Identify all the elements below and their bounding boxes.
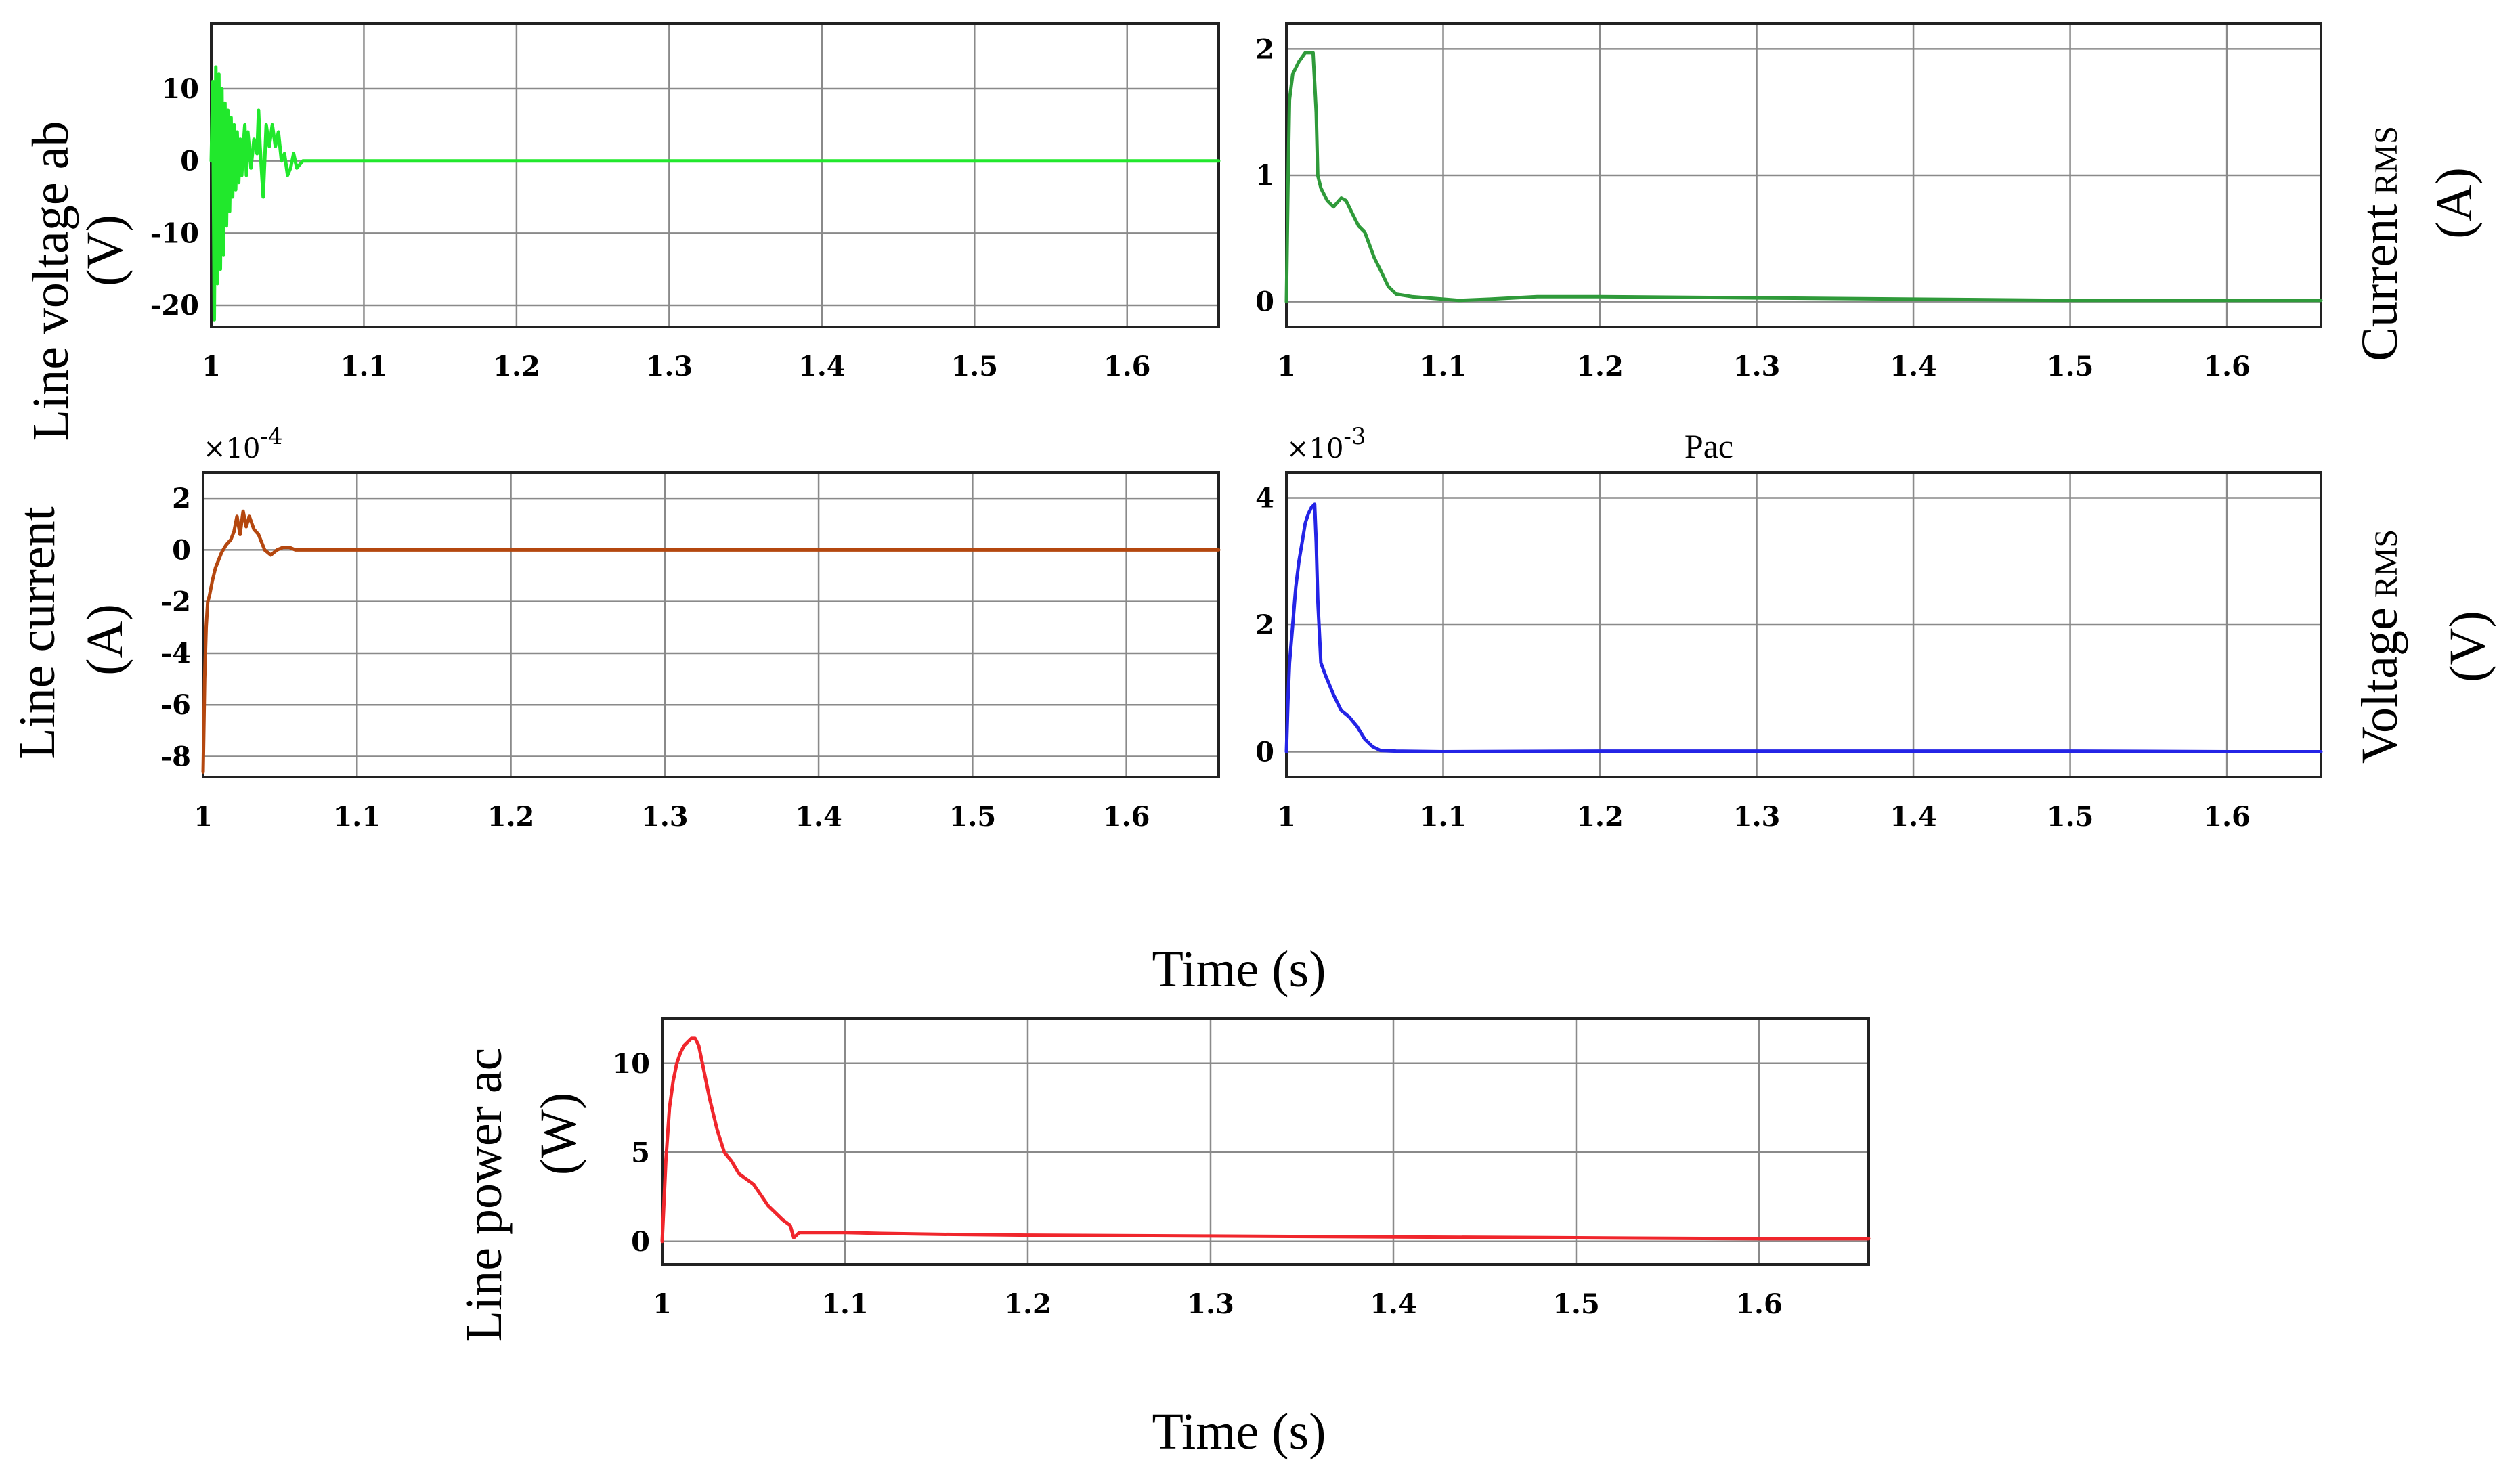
- y-tick-label: 0: [1255, 736, 1274, 768]
- shared-x-axis-label: Time (s): [1152, 941, 1326, 998]
- y-axis-label: VoltageRMS: [2351, 529, 2408, 764]
- x-tick-label: 1: [202, 351, 221, 382]
- x-tick-label: 1.1: [821, 1288, 869, 1320]
- y-exponent-label: ×10-4: [203, 423, 283, 464]
- x-tick-label: 1.2: [487, 801, 535, 833]
- x-tick-label: 1.3: [1733, 351, 1781, 382]
- y-axis-label-subscript: RMS: [2368, 529, 2404, 598]
- x-tick-label: 1.3: [641, 801, 689, 833]
- y-axis-label: Line voltage ab: [22, 121, 79, 441]
- x-tick-label: 1.3: [1187, 1288, 1234, 1320]
- x-tick-label: 1.4: [795, 801, 842, 833]
- x-tick-label: 1.5: [949, 801, 997, 833]
- y-axis-label-subscript: RMS: [2368, 126, 2404, 194]
- y-tick-label: 1: [1255, 160, 1274, 192]
- y-axis-unit: (A): [2426, 167, 2483, 239]
- plot-border: [1285, 471, 2322, 778]
- plot-border: [210, 22, 1220, 328]
- x-tick-label: 1: [1277, 801, 1296, 833]
- y-axis-label: Line power ac: [456, 1048, 513, 1342]
- plot-area: [210, 22, 1220, 328]
- x-tick-label: 1.2: [1576, 351, 1624, 382]
- y-axis-unit: (W): [530, 1093, 587, 1175]
- x-tick-label: 1.4: [1890, 351, 1937, 382]
- x-tick-label: 1.5: [951, 351, 998, 382]
- panel-line-current: 1 1.1 1.2 1.3 1.4 1.5 1.6 -8 -6 -4 -2 0 2 ×10-4 Line c…: [9, 423, 1221, 833]
- x-tick-label: 1.2: [493, 351, 540, 382]
- y-exponent-power: -4: [260, 423, 282, 450]
- x-tick-label: 1.6: [1735, 1288, 1783, 1320]
- plot-area: [202, 471, 1220, 778]
- y-tick-label: 0: [180, 146, 199, 177]
- x-tick-label: 1: [194, 801, 213, 833]
- y-tick-label: 5: [631, 1137, 650, 1168]
- x-tick-label: 1.3: [646, 351, 693, 382]
- y-tick-label: 0: [172, 534, 191, 566]
- y-axis-unit: (V): [2439, 611, 2496, 682]
- y-tick-label: -10: [150, 217, 199, 249]
- x-tick-label: 1.4: [1890, 801, 1937, 833]
- y-exponent-label: ×10-3: [1286, 423, 1366, 464]
- y-tick-label: 10: [612, 1048, 650, 1080]
- series-line: [1284, 502, 2323, 753]
- y-tick-label: -6: [161, 689, 191, 721]
- plot-area: [661, 1017, 1870, 1266]
- x-axis-label: Time (s): [1152, 1403, 1326, 1460]
- plot-border: [1285, 22, 2322, 328]
- series-line: [660, 1036, 1871, 1244]
- x-tick-label: 1.1: [1420, 801, 1467, 833]
- y-axis-unit: (V): [77, 215, 133, 286]
- x-tick-label: 1.6: [2203, 351, 2251, 382]
- y-tick-label: -20: [150, 290, 199, 322]
- x-tick-label: 1.5: [1552, 1288, 1600, 1320]
- y-tick-label: 4: [1255, 483, 1274, 514]
- x-tick-label: 1.6: [1104, 351, 1151, 382]
- plot-border: [661, 1017, 1870, 1266]
- panel-current-rms: 1 1.1 1.2 1.3 1.4 1.5 1.6 0 1 2 CurrentRMS (A): [1255, 22, 2483, 382]
- panel-voltage-rms: 1 1.1 1.2 1.3 1.4 1.5 1.6 0 2 4 ×10-3 Pac VoltageRMS…: [1255, 423, 2496, 833]
- y-tick-label: -2: [161, 586, 191, 618]
- x-tick-label: 1.2: [1576, 801, 1624, 833]
- x-tick-label: 1.6: [1103, 801, 1150, 833]
- y-tick-label: -8: [161, 741, 191, 772]
- y-tick-label: 10: [161, 73, 199, 105]
- y-exponent-power: -3: [1343, 423, 1366, 450]
- x-tick-label: 1: [653, 1288, 672, 1320]
- y-axis-label: Line current: [9, 506, 66, 759]
- y-tick-label: 2: [1255, 33, 1274, 65]
- x-tick-label: 1: [1277, 351, 1296, 382]
- x-tick-label: 1.4: [1370, 1288, 1417, 1320]
- x-tick-label: 1.1: [333, 801, 381, 833]
- panel-line-power-ac: 1 1.1 1.2 1.3 1.4 1.5 1.6 0 5 10 Line power ac (W) T…: [456, 1017, 1871, 1460]
- panel-line-voltage-ab: 1 1.1 1.2 1.3 1.4 1.5 1.6 -20 -10 0 10 Line voltage…: [22, 22, 1221, 441]
- y-tick-label: 2: [172, 483, 191, 514]
- x-tick-label: 1.1: [1420, 351, 1467, 382]
- plot-border: [202, 471, 1220, 778]
- y-axis-unit: (A): [77, 604, 133, 676]
- x-tick-label: 1.5: [2047, 801, 2094, 833]
- series-line: [1284, 51, 2323, 304]
- y-tick-label: 0: [1255, 286, 1274, 318]
- series-line: [201, 509, 1221, 774]
- y-tick-label: 0: [631, 1226, 650, 1258]
- x-tick-label: 1.3: [1733, 801, 1781, 833]
- y-tick-label: 2: [1255, 609, 1274, 641]
- y-tick-label: -4: [161, 638, 191, 669]
- x-tick-label: 1.5: [2047, 351, 2094, 382]
- x-tick-label: 1.2: [1004, 1288, 1051, 1320]
- y-axis-label: CurrentRMS: [2351, 126, 2408, 361]
- series-line: [209, 65, 1221, 322]
- x-tick-label: 1.1: [341, 351, 388, 382]
- x-tick-label: 1.4: [798, 351, 846, 382]
- x-tick-label: 1.6: [2203, 801, 2251, 833]
- panel-title: Pac: [1685, 427, 1733, 465]
